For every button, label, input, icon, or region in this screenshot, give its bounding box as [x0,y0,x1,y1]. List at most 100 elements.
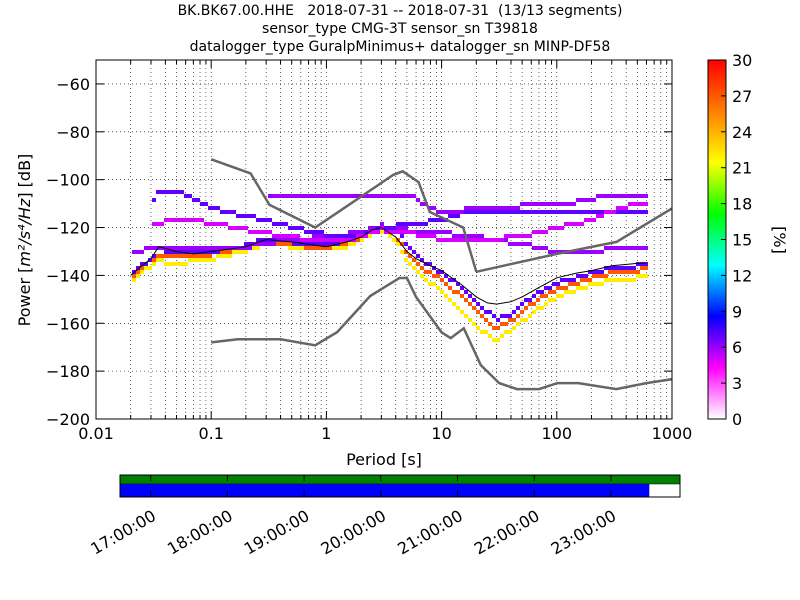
psd-cell [516,206,520,210]
psd-cell [328,194,332,198]
x-tick-label: 1 [321,424,331,443]
psd-cell [184,246,188,250]
psd-cell [496,338,500,342]
psd-cell [324,234,328,238]
psd-cell [436,270,440,274]
psd-cell [460,310,464,314]
psd-cell [308,194,312,198]
chart-title-block: BK.BK67.00.HHE 2018-07-31 -- 2018-07-31 … [0,2,800,56]
psd-cell [564,222,568,226]
psd-cell [600,250,604,254]
psd-cell [220,222,224,226]
psd-cell [284,234,288,238]
psd-cell [636,274,640,278]
psd-cell [400,234,404,238]
psd-cell [448,238,452,242]
psd-cell [132,250,136,254]
psd-cell [532,230,536,234]
psd-cell [384,230,388,234]
psd-cell [420,230,424,234]
psd-cell [180,218,184,222]
colorbar-tick-label: 0 [732,410,742,429]
psd-cell [596,194,600,198]
psd-cell [588,210,592,214]
noise-model-line [211,276,672,391]
psd-cell [488,322,492,326]
psd-cell [636,202,640,206]
psd-cell [640,262,644,266]
psd-cell [292,234,296,238]
psd-cell [464,210,468,214]
psd-cell [204,222,208,226]
psd-cell [180,262,184,266]
psd-cell [508,318,512,322]
psd-cell [484,330,488,334]
psd-cell [524,210,528,214]
psd-cell [344,194,348,198]
psd-cell [536,246,540,250]
psd-cell [424,234,428,238]
colorbar: 0 3 6 9 12 15 18 21 24 27 30 [707,51,752,429]
psd-cell [572,202,576,206]
psd-cell [544,294,548,298]
psd-cell [496,326,500,330]
psd-cell [136,250,140,254]
psd-cell [452,290,456,294]
psd-cell [368,234,372,238]
psd-cell [552,282,556,286]
psd-cell [268,218,272,222]
psd-cell [412,250,416,254]
psd-cell [192,198,196,202]
psd-cell [560,226,564,230]
psd-cell [192,218,196,222]
psd-cell [280,194,284,198]
psd-cell [616,266,620,270]
psd-cell [540,202,544,206]
psd-cell [612,278,616,282]
psd-cell [400,242,404,246]
psd-cell [640,266,644,270]
psd-cell [452,302,456,306]
psd-cell [644,202,648,206]
psd-cell [440,270,444,274]
psd-cell [616,206,620,210]
psd-cell [444,230,448,234]
psd-cell [364,194,368,198]
psd-cell [632,194,636,198]
psd-cell [548,286,552,290]
psd-cell [288,234,292,238]
psd-cell [608,270,612,274]
psd-cell [332,194,336,198]
psd-cell [388,230,392,234]
psd-cell [480,330,484,334]
noise-model-line [476,207,672,274]
psd-cell [248,214,252,218]
psd-cell [440,230,444,234]
psd-cell [480,206,484,210]
psd-cell [576,274,580,278]
psd-cell [584,278,588,282]
psd-cell [332,238,336,242]
psd-cell [476,326,480,330]
psd-cell [420,222,424,226]
psd-cell [420,274,424,278]
psd-cell [592,282,596,286]
psd-cell [504,238,508,242]
psd-cell [604,210,608,214]
psd-cell [144,246,148,250]
psd-cell [596,270,600,274]
psd-cell [348,194,352,198]
psd-cell [412,194,416,198]
psd-cell [528,298,532,302]
psd-cell [264,242,268,246]
psd-cell [540,294,544,298]
psd-cell [172,218,176,222]
psd-cell [384,194,388,198]
psd-cell [328,234,332,238]
timeline-tick-label: 20:00:00 [317,506,389,558]
timeline-frame [119,474,681,498]
psd-cell [532,302,536,306]
psd-cell [644,194,648,198]
psd-cell [240,250,244,254]
psd-cell [332,242,336,246]
